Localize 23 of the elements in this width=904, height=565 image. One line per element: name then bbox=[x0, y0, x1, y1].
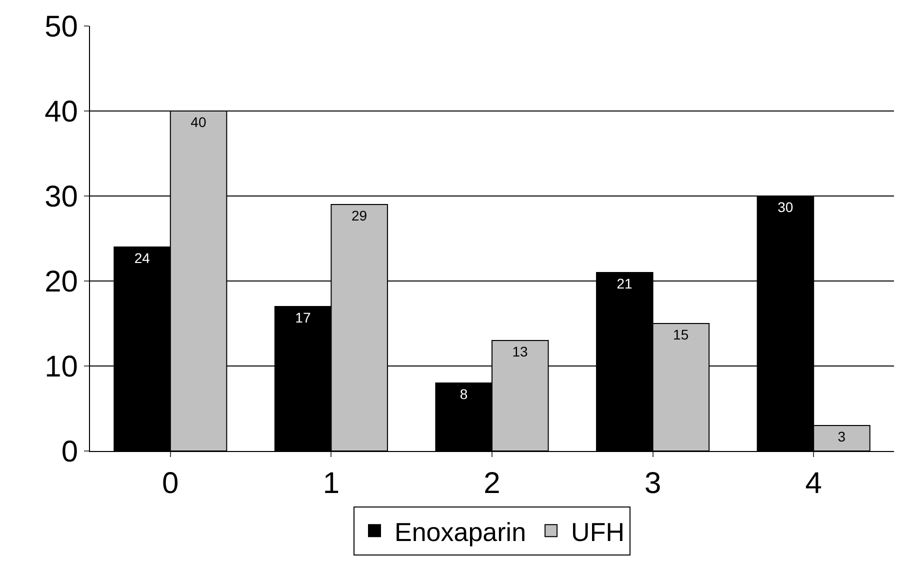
data-label: 24 bbox=[134, 250, 150, 266]
data-label: 3 bbox=[838, 428, 846, 444]
data-label: 40 bbox=[190, 114, 206, 130]
data-label: 29 bbox=[351, 208, 368, 224]
y-tick-label: 0 bbox=[61, 436, 78, 468]
x-tick-label: 3 bbox=[644, 467, 662, 500]
x-tick-label: 2 bbox=[484, 467, 500, 500]
data-label: 15 bbox=[673, 326, 689, 342]
y-tick-label: 30 bbox=[44, 180, 78, 214]
y-tick-label: 40 bbox=[44, 96, 78, 128]
y-tick-label: 20 bbox=[44, 266, 78, 298]
x-tick-label: 1 bbox=[322, 467, 340, 500]
data-label: 8 bbox=[460, 386, 468, 402]
data-label: 21 bbox=[616, 276, 633, 292]
y-tick-label: 50 bbox=[44, 10, 78, 44]
data-label: 13 bbox=[512, 344, 528, 360]
data-label: 30 bbox=[778, 199, 794, 215]
x-tick-label: 0 bbox=[162, 467, 179, 500]
y-tick-label: 10 bbox=[44, 350, 78, 384]
x-tick-label: 4 bbox=[805, 467, 822, 500]
legend-label: Enoxaparin bbox=[394, 516, 526, 547]
data-label: 17 bbox=[295, 310, 311, 326]
legend-label: UFH bbox=[571, 516, 624, 547]
